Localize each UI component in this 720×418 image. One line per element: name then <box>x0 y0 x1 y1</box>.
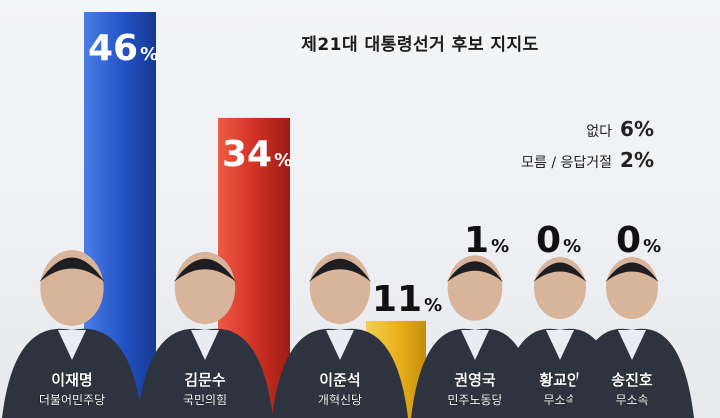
other-label: 없다 <box>586 124 613 140</box>
other-value: 6 <box>620 117 634 141</box>
other-response-none: 없다 6% <box>586 117 654 141</box>
candidate-party-1: 국민의힘 <box>183 393 227 407</box>
candidate-photo-1 <box>137 251 273 418</box>
other-response-unknown: 모름 / 응답거절 2% <box>521 148 654 172</box>
chart-title: 제21대 대통령선거 후보 지지도 <box>301 35 539 55</box>
candidate-name-1: 김문수 <box>184 371 226 389</box>
candidate-name-4: 황교안 <box>539 371 581 389</box>
candidate-name-2: 이준석 <box>319 371 360 389</box>
value-label-1: 34% <box>222 134 292 175</box>
candidate-name-3: 권영국 <box>454 371 496 389</box>
other-unit: % <box>633 148 654 172</box>
value-label-3: 1% <box>464 220 509 261</box>
candidate-party-2: 개혁신당 <box>318 393 362 407</box>
candidate-photo-5 <box>570 257 694 418</box>
other-label: 모름 / 응답거절 <box>521 155 613 171</box>
candidate-party-3: 민주노동당 <box>447 393 502 407</box>
candidate-photo-2 <box>272 251 408 418</box>
candidate-photo-0 <box>2 250 142 418</box>
other-unit: % <box>633 117 654 141</box>
value-label-4: 0% <box>536 220 581 261</box>
candidate-name-5: 송진호 <box>611 371 653 389</box>
candidate-party-4: 무소속 <box>543 393 576 407</box>
candidate-name-0: 이재명 <box>51 371 92 389</box>
value-label-0: 46% <box>88 28 158 69</box>
candidate-party-0: 더불어민주당 <box>39 393 105 407</box>
other-value: 2 <box>620 148 634 172</box>
value-label-2: 11% <box>372 279 442 320</box>
value-label-5: 0% <box>616 220 661 261</box>
candidate-party-5: 무소속 <box>615 393 648 407</box>
